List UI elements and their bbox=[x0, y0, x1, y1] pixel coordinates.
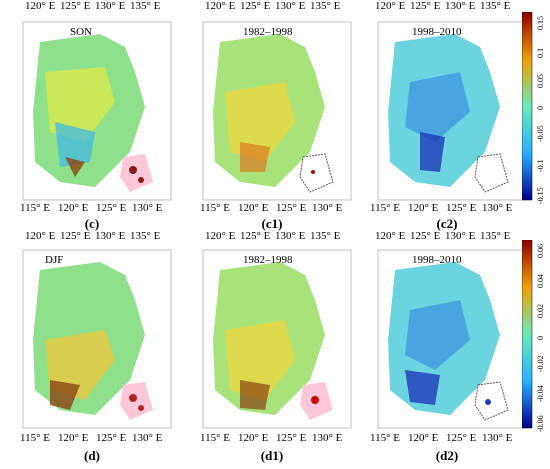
lon-label: 120° E bbox=[238, 202, 269, 214]
lon-label: 120° E bbox=[408, 432, 439, 444]
panel-title: 1982–1998 bbox=[243, 26, 293, 38]
panel-title: 1998–2010 bbox=[412, 26, 462, 38]
lon-label: 130° E bbox=[482, 202, 513, 214]
lon-label: 120° E bbox=[408, 202, 439, 214]
lon-label: 130° E bbox=[95, 0, 126, 12]
lon-label: 135° E bbox=[480, 0, 511, 12]
panel-title: SON bbox=[70, 26, 93, 38]
map-panel-d2: 1998–2010 bbox=[360, 240, 530, 440]
lon-label: 130° E bbox=[312, 202, 343, 214]
lon-label: 135° E bbox=[310, 230, 341, 242]
lon-label: 130° E bbox=[275, 230, 306, 242]
lon-label: 120° E bbox=[205, 0, 236, 12]
colorbar-tick: 0 bbox=[536, 336, 545, 340]
lon-label: 135° E bbox=[130, 230, 161, 242]
colorbar-tick: 0 bbox=[536, 106, 545, 110]
colorbar-tick: -0.06 bbox=[536, 415, 545, 432]
panel-title: 1998–2010 bbox=[412, 254, 462, 266]
colorbar-tick: -0.15 bbox=[536, 187, 545, 204]
lon-label: 115° E bbox=[200, 432, 230, 444]
colorbar-tick: -0.1 bbox=[536, 159, 545, 172]
lon-label: 125° E bbox=[240, 230, 271, 242]
colorbar-bottom bbox=[522, 240, 533, 429]
panel-caption: (d2) bbox=[435, 448, 459, 463]
lon-label: 130° E bbox=[445, 0, 476, 12]
map-c1 bbox=[202, 21, 352, 201]
lon-label: 130° E bbox=[482, 432, 513, 444]
colorbar-tick: 0.02 bbox=[536, 304, 545, 318]
lon-label: 125° E bbox=[60, 230, 91, 242]
lon-label: 120° E bbox=[238, 432, 269, 444]
lon-label: 115° E bbox=[370, 432, 400, 444]
map-c2 bbox=[377, 21, 527, 201]
lon-label: 125° E bbox=[446, 432, 477, 444]
lon-label: 120° E bbox=[25, 0, 56, 12]
lon-label: 125° E bbox=[240, 0, 271, 12]
panel-caption: (c) bbox=[84, 216, 100, 231]
map-c bbox=[22, 21, 172, 201]
colorbar-tick: -0.04 bbox=[536, 385, 545, 402]
panel-title: 1982–1998 bbox=[243, 254, 293, 266]
lon-label: 135° E bbox=[310, 0, 341, 12]
lon-label: 115° E bbox=[370, 202, 400, 214]
map-panel-c2: 1998–2010 bbox=[360, 12, 530, 212]
colorbar-tick: 0.15 bbox=[536, 16, 545, 30]
lon-label: 125° E bbox=[410, 0, 441, 12]
lon-label: 120° E bbox=[25, 230, 56, 242]
lon-label: 135° E bbox=[130, 0, 161, 12]
lon-label: 120° E bbox=[375, 0, 406, 12]
lon-label: 125° E bbox=[96, 202, 127, 214]
map-panel-c1: 1982–1998 bbox=[185, 12, 355, 212]
map-panel-c: SON bbox=[5, 12, 175, 212]
lon-label: 135° E bbox=[480, 230, 511, 242]
colorbar-tick: 0.04 bbox=[536, 274, 545, 288]
map-panel-d: DJF bbox=[5, 240, 175, 440]
lon-label: 120° E bbox=[58, 202, 89, 214]
panel-title: DJF bbox=[45, 254, 64, 266]
lon-label: 130° E bbox=[275, 0, 306, 12]
lon-label: 130° E bbox=[445, 230, 476, 242]
map-d2 bbox=[377, 249, 527, 429]
lon-label: 125° E bbox=[276, 202, 307, 214]
lon-label: 120° E bbox=[375, 230, 406, 242]
lon-label: 125° E bbox=[410, 230, 441, 242]
lon-label: 125° E bbox=[446, 202, 477, 214]
panel-caption: (c2) bbox=[436, 216, 458, 231]
lon-label: 130° E bbox=[312, 432, 343, 444]
lon-label: 125° E bbox=[60, 0, 91, 12]
colorbar-tick: -0.05 bbox=[536, 125, 545, 142]
map-d1 bbox=[202, 249, 352, 429]
map-panel-d1: 1982–1998 bbox=[185, 240, 355, 440]
lon-label: 130° E bbox=[95, 230, 126, 242]
panel-caption: (c1) bbox=[261, 216, 283, 231]
panel-caption: (d) bbox=[84, 448, 100, 463]
colorbar-tick: -0.02 bbox=[536, 355, 545, 372]
colorbar-top bbox=[522, 12, 533, 201]
lon-label: 130° E bbox=[132, 202, 163, 214]
lon-label: 115° E bbox=[20, 432, 50, 444]
lon-label: 120° E bbox=[205, 230, 236, 242]
lon-label: 115° E bbox=[20, 202, 50, 214]
colorbar-tick: 0.1 bbox=[536, 48, 545, 58]
panel-caption: (d1) bbox=[260, 448, 284, 463]
lon-label: 125° E bbox=[96, 432, 127, 444]
lon-label: 130° E bbox=[132, 432, 163, 444]
map-d bbox=[22, 249, 172, 429]
lon-label: 120° E bbox=[58, 432, 89, 444]
lon-label: 115° E bbox=[200, 202, 230, 214]
lon-label: 125° E bbox=[276, 432, 307, 444]
colorbar-tick: 0.06 bbox=[536, 244, 545, 258]
colorbar-tick: 0.05 bbox=[536, 74, 545, 88]
